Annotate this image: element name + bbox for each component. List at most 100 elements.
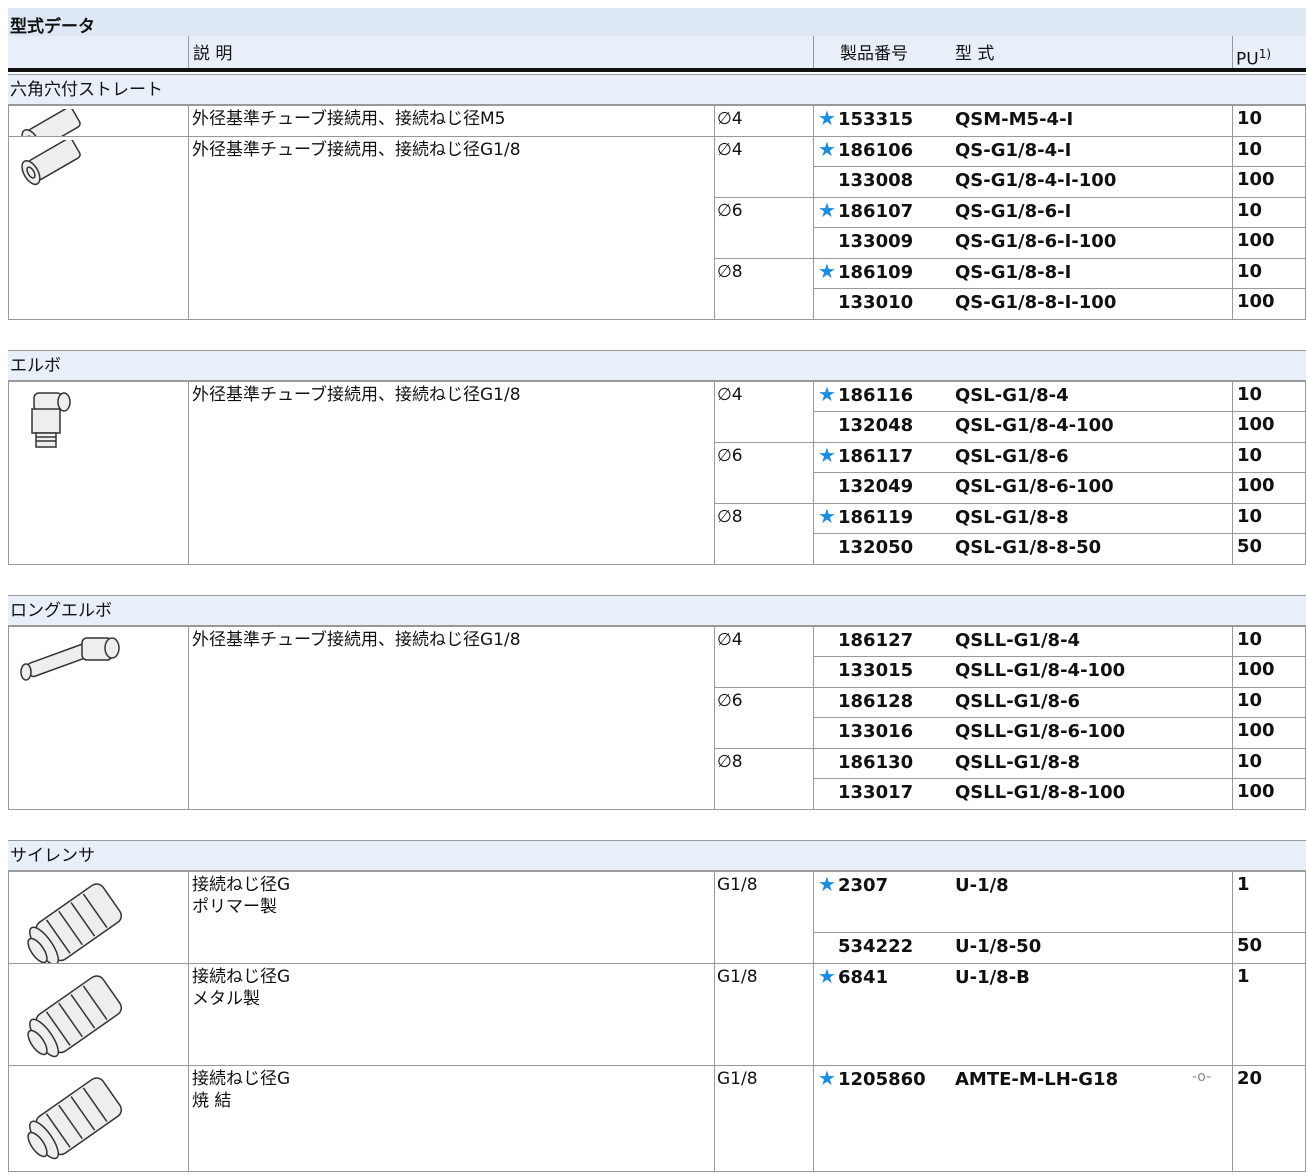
rule [714, 196, 1306, 198]
rule [714, 1064, 715, 1171]
recommended-star: ★ [818, 1065, 836, 1090]
rule [813, 36, 814, 68]
part-number: 186127 [838, 629, 914, 651]
rule [188, 1064, 189, 1171]
part-number: 133016 [838, 721, 914, 742]
header-type: 型 式 [955, 44, 995, 64]
product-image [27, 882, 123, 963]
section-title: 六角穴付ストレート [10, 80, 163, 100]
part-number: 133010 [838, 292, 914, 313]
part-number: 2307 [838, 874, 889, 896]
part-number: 186106 [838, 139, 914, 161]
description: 外径基準チューブ接続用、接続ねじ径G1/8 [192, 629, 521, 650]
pu: 100 [1237, 291, 1275, 312]
section-header [8, 594, 1306, 626]
part-number: 133015 [838, 660, 914, 681]
size: ∅4 [717, 109, 743, 129]
type: QSL-G1/8-4-100 [955, 415, 1114, 436]
rule [1232, 870, 1233, 963]
rule [8, 563, 1306, 565]
rule [813, 778, 1306, 779]
rule [714, 625, 715, 809]
rule [8, 870, 9, 963]
pu: 100 [1237, 414, 1275, 435]
product-image [27, 1076, 123, 1159]
type: QSLL-G1/8-8-100 [955, 782, 1126, 803]
pu: 50 [1237, 935, 1263, 956]
description: 接続ねじ径G [192, 1068, 291, 1089]
description: 外径基準チューブ接続用、接続ねじ径G1/8 [192, 139, 521, 160]
title: 型式データ [10, 17, 95, 37]
header-bar [8, 36, 1306, 68]
pu: 100 [1237, 230, 1275, 251]
recommended-star: ★ [818, 381, 836, 406]
type: QSL-G1/8-4 [955, 384, 1069, 406]
type: QS-G1/8-6-I-100 [955, 231, 1117, 252]
rule [813, 288, 1306, 289]
type: QS-G1/8-4-I-100 [955, 170, 1117, 191]
rule [813, 717, 1306, 718]
rule [813, 472, 1306, 473]
recommended-star: ★ [818, 106, 836, 130]
rule [1232, 962, 1233, 1065]
type: QSLL-G1/8-8 [955, 751, 1081, 773]
type: QSM-M5-4-I [955, 109, 1074, 130]
pu: 100 [1237, 659, 1275, 680]
pu: 10 [1237, 138, 1263, 160]
recommended-star: ★ [818, 258, 836, 283]
rule [8, 962, 1306, 964]
product-image [31, 391, 71, 448]
rule [1232, 135, 1233, 319]
rule [813, 105, 814, 136]
rule [8, 625, 9, 809]
part-number: 133009 [838, 231, 914, 252]
description: メタル製 [192, 988, 260, 1009]
accessory-icon: -o- [1192, 1068, 1212, 1085]
pu: 10 [1237, 689, 1263, 711]
rule [8, 135, 1306, 137]
rule [813, 411, 1306, 412]
pu: 10 [1237, 108, 1263, 129]
pu: 10 [1237, 383, 1263, 405]
rule [714, 105, 715, 136]
rule [188, 962, 189, 1065]
pu: 10 [1237, 199, 1263, 221]
product-image [21, 109, 81, 136]
pu: 100 [1237, 169, 1275, 190]
part-number: 186109 [838, 261, 914, 283]
part-number: 1205860 [838, 1068, 926, 1090]
size: ∅6 [717, 200, 743, 221]
recommended-star: ★ [818, 442, 836, 467]
header-part-number: 製品番号 [840, 44, 908, 64]
pu: 10 [1237, 628, 1263, 650]
rule [714, 380, 715, 564]
section-header [8, 74, 1306, 105]
description: 接続ねじ径G [192, 874, 291, 895]
part-number: 6841 [838, 966, 889, 988]
size: ∅8 [717, 261, 743, 282]
rule [188, 870, 189, 963]
part-number: 153315 [838, 109, 914, 130]
part-number: 132049 [838, 476, 914, 497]
rule [8, 870, 1306, 872]
rule [188, 36, 189, 68]
rule [1232, 625, 1233, 809]
part-number: 132048 [838, 415, 914, 436]
part-number: 186130 [838, 751, 914, 773]
rule [714, 441, 1306, 443]
rule [8, 625, 1306, 627]
type: QSL-G1/8-6-100 [955, 476, 1114, 497]
rule [714, 686, 1306, 688]
rule [714, 257, 1306, 259]
section-title: ロングエルボ [10, 600, 112, 621]
size: G1/8 [717, 874, 758, 895]
rule [714, 870, 715, 963]
type: QSL-G1/8-8-50 [955, 537, 1102, 558]
pu: 10 [1237, 444, 1263, 466]
type: AMTE-M-LH-G18 [955, 1068, 1119, 1090]
header-pu: PU1) [1236, 47, 1272, 70]
rule [714, 962, 715, 1065]
part-number: 186116 [838, 384, 914, 406]
rule [188, 135, 189, 319]
